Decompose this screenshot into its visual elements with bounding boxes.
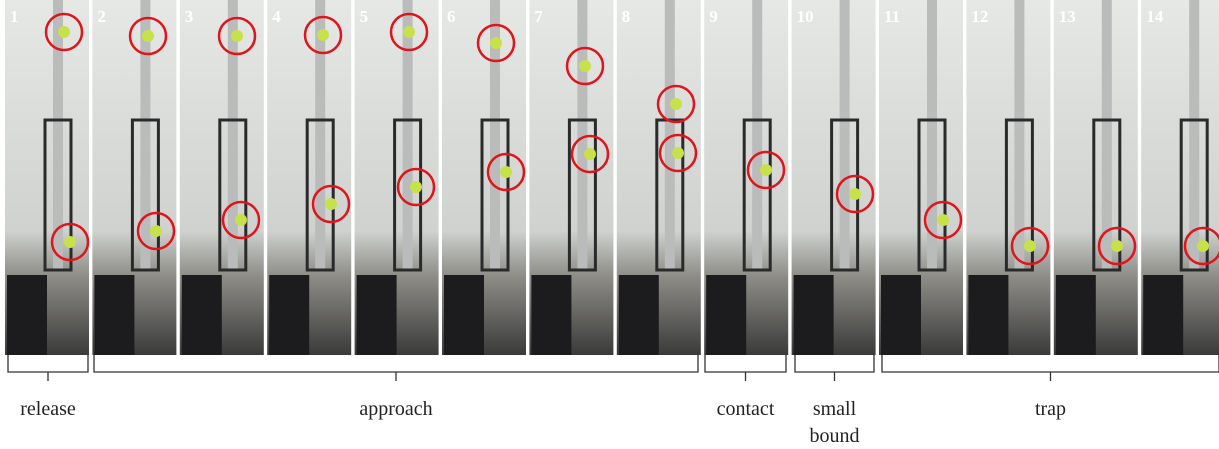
computer: [794, 275, 834, 355]
ball: [1197, 240, 1209, 252]
ball: [1111, 240, 1123, 252]
ball: [579, 60, 591, 72]
frame-number: 6: [447, 7, 456, 26]
frame: 6: [442, 0, 526, 355]
phase-bracket: [705, 355, 786, 381]
frame-number: 5: [360, 7, 369, 26]
rail: [752, 0, 762, 270]
frame-number: 1: [10, 7, 19, 26]
computer: [94, 275, 134, 355]
ball: [760, 164, 772, 176]
computer: [1143, 275, 1183, 355]
frame: 1: [5, 0, 89, 355]
computer: [1056, 275, 1096, 355]
rail: [840, 0, 850, 270]
ball: [325, 198, 337, 210]
ball: [317, 29, 329, 41]
ball: [670, 98, 682, 110]
frame-number: 2: [97, 7, 106, 26]
ball: [500, 166, 512, 178]
computer: [7, 275, 47, 355]
ball: [150, 225, 162, 237]
phase-label: release: [0, 396, 128, 423]
frame: 7: [529, 0, 613, 355]
computer: [444, 275, 484, 355]
computer: [619, 275, 659, 355]
computer: [357, 275, 397, 355]
frame: 3: [180, 0, 264, 355]
phase-label: trap: [971, 396, 1131, 423]
frame: 14: [1141, 0, 1219, 355]
frame-number: 9: [709, 7, 718, 26]
ball: [849, 188, 861, 200]
frame: 11: [879, 0, 963, 355]
frames-strip: 1234567891011121314: [0, 0, 1219, 449]
ball: [410, 181, 422, 193]
frame-number: 10: [797, 7, 814, 26]
ball: [231, 30, 243, 42]
rail: [577, 0, 587, 270]
ball: [490, 37, 502, 49]
ball: [937, 214, 949, 226]
ball: [142, 30, 154, 42]
frame-number: 8: [622, 7, 631, 26]
frame: 5: [355, 0, 439, 355]
computer: [182, 275, 222, 355]
ball: [64, 236, 76, 248]
computer: [881, 275, 921, 355]
rail: [403, 0, 413, 270]
computer: [269, 275, 309, 355]
frame-number: 7: [534, 7, 543, 26]
frame-number: 3: [185, 7, 194, 26]
frame: 4: [267, 0, 351, 355]
frame: 8: [617, 0, 701, 355]
phase-bracket: [94, 355, 698, 381]
phase-label: small bound: [800, 396, 870, 449]
figure: 1234567891011121314 releaseapproachconta…: [0, 0, 1219, 449]
frame: 2: [92, 0, 176, 355]
ball: [235, 214, 247, 226]
ball: [672, 147, 684, 159]
frame: 13: [1054, 0, 1138, 355]
frame-number: 14: [1146, 7, 1164, 26]
frame-number: 13: [1059, 7, 1076, 26]
frame: 9: [704, 0, 788, 355]
computer: [531, 275, 571, 355]
phase-label: approach: [316, 396, 476, 423]
ball: [584, 148, 596, 160]
frame: 12: [966, 0, 1050, 355]
phase-bracket: [8, 355, 88, 381]
ball: [1024, 240, 1036, 252]
computer: [968, 275, 1008, 355]
frame-number: 12: [971, 7, 988, 26]
phase-bracket: [882, 355, 1219, 381]
frame-number: 4: [272, 7, 281, 26]
ball: [403, 26, 415, 38]
computer: [706, 275, 746, 355]
ball: [58, 26, 70, 38]
phase-bracket: [795, 355, 874, 381]
frame: 10: [792, 0, 876, 355]
frame-number: 11: [884, 7, 900, 26]
